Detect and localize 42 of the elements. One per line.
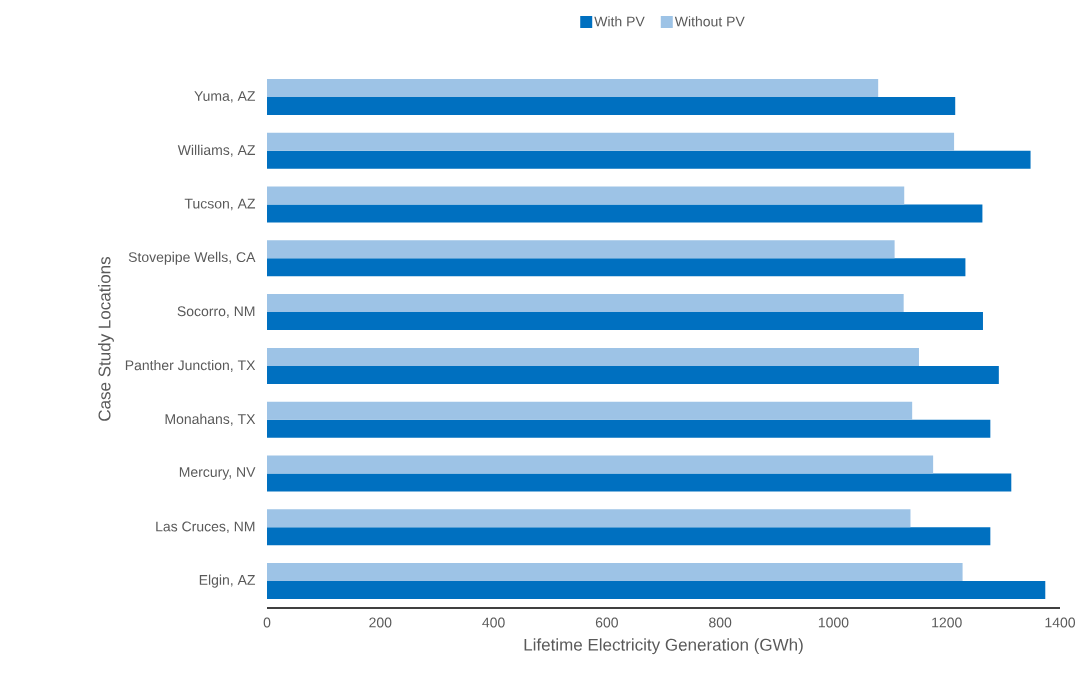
bar	[267, 186, 905, 205]
bar	[267, 132, 955, 151]
legend-label: Without PV	[674, 16, 745, 27]
bar	[267, 150, 1031, 169]
bar	[267, 473, 1012, 492]
x-tick-label: 1000	[818, 617, 849, 628]
bar	[267, 312, 983, 331]
bar	[267, 96, 956, 115]
bar	[267, 563, 963, 582]
bar	[267, 347, 919, 366]
y-axis-title: Case Study Locations	[98, 256, 114, 421]
bar	[267, 365, 999, 384]
bar	[267, 419, 991, 438]
bar	[267, 527, 991, 546]
y-tick-label: Monahans, TX	[165, 413, 256, 426]
y-tick-label: Socorro, NM	[177, 306, 255, 318]
bar	[267, 581, 1046, 600]
y-tick-label: Yuma, AZ	[194, 91, 256, 103]
bar	[267, 78, 879, 97]
x-tick-label: 400	[482, 617, 505, 628]
bar	[267, 294, 904, 313]
bar	[267, 401, 913, 420]
x-tick-label: 200	[369, 617, 392, 628]
x-tick-label: 800	[709, 617, 732, 628]
x-tick-label: 1200	[932, 617, 962, 628]
bar	[267, 258, 966, 277]
y-tick-label: Stovepipe Wells, CA	[128, 251, 256, 265]
bar	[267, 204, 983, 223]
bar	[267, 240, 895, 259]
x-tick-label: 0	[263, 617, 271, 628]
x-tick-label: 1400	[1045, 617, 1076, 628]
x-tick-label: 600	[595, 617, 618, 628]
y-tick-label: Elgin, AZ	[199, 574, 256, 588]
y-tick-label: Panther Junction, TX	[125, 359, 256, 372]
y-tick-label: Williams, AZ	[177, 144, 256, 157]
y-tick-label: Mercury, NV	[179, 467, 256, 480]
x-axis-title: Lifetime Electricity Generation (GWh)	[524, 638, 803, 655]
y-tick-label: Tucson, AZ	[184, 198, 256, 211]
bar	[267, 455, 934, 474]
legend-label: With PV	[594, 16, 645, 27]
bar	[267, 509, 911, 528]
y-tick-label: Las Cruces, NM	[156, 521, 255, 534]
